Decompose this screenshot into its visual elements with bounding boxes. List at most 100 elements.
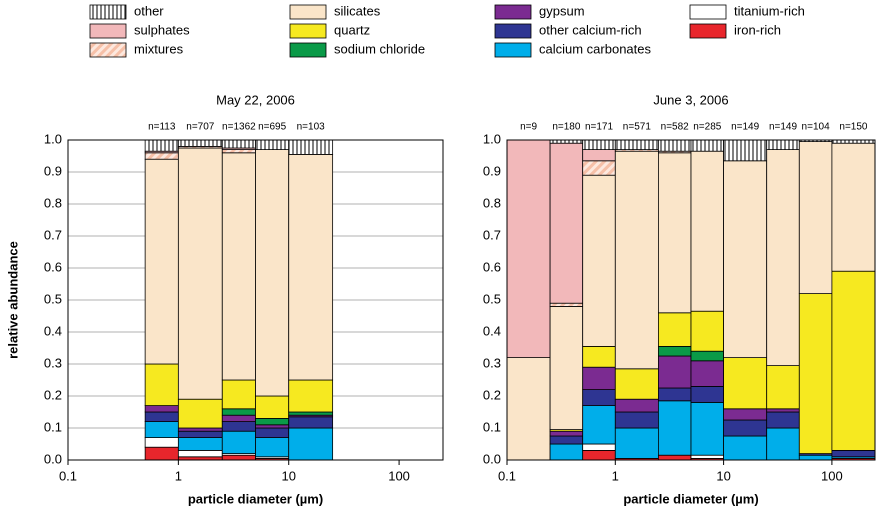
bar-segment (690, 360, 725, 387)
bar-segment (798, 293, 833, 455)
bin-label: n=149 (731, 122, 760, 133)
bar-segment (766, 149, 800, 367)
bar-segment (657, 152, 692, 314)
legend-swatch (89, 42, 127, 58)
bar-segment (221, 152, 256, 381)
bar-segment (766, 411, 800, 429)
y-tick-label: 0.6 (44, 259, 62, 274)
bar-segment (690, 385, 725, 403)
bar-segment (144, 437, 179, 448)
y-tick-label: 0.4 (44, 323, 62, 338)
y-tick-label: 0.0 (44, 451, 62, 466)
x-tick-label: 100 (821, 468, 843, 483)
legend-swatch (689, 4, 727, 20)
legend-label: calcium carbonates (539, 41, 651, 56)
bar-segment (657, 400, 692, 456)
bar-segment (255, 424, 290, 429)
bar-segment (657, 355, 692, 389)
bar-segment (766, 427, 800, 461)
bar-segment (549, 142, 584, 304)
bin-label: n=149 (769, 122, 798, 133)
legend-label: other (134, 3, 164, 18)
bar-segment (221, 414, 256, 423)
bar-segment (582, 160, 616, 176)
bar-segment (766, 365, 800, 410)
legend-label: sulphates (134, 22, 190, 37)
bar-segment (657, 387, 692, 402)
bar-segment (549, 430, 584, 437)
bar-segment (221, 379, 256, 410)
y-tick-label: 0.7 (483, 227, 501, 242)
bar-segment (506, 139, 551, 359)
bar-segment (582, 389, 616, 407)
y-tick-label: 0.1 (483, 419, 501, 434)
legend-label: iron-rich (734, 22, 781, 37)
bar-segment (549, 435, 584, 445)
bar-segment (690, 310, 725, 352)
bar-segment (506, 357, 551, 461)
bar-segment (798, 454, 833, 461)
bar-segment (690, 150, 725, 312)
bar-segment (144, 446, 179, 461)
y-tick-label: 0.8 (483, 195, 501, 210)
legend-label: silicates (334, 3, 381, 18)
bar-segment (288, 427, 334, 461)
bar-segment (144, 158, 179, 365)
y-tick-label: 0.1 (44, 419, 62, 434)
x-tick-label: 10 (716, 468, 730, 483)
x-tick-label: 0.1 (59, 468, 77, 483)
bar-segment (144, 405, 179, 413)
bar-segment (582, 345, 616, 368)
x-tick-label: 0.1 (498, 468, 516, 483)
bar-segment (221, 454, 256, 461)
bar-segment (766, 408, 800, 413)
bar-segment (288, 411, 334, 416)
bar-segment (723, 139, 768, 162)
bar-segment (221, 430, 256, 455)
bar-segment (221, 139, 256, 149)
plot-frame (506, 139, 876, 461)
y-axis-label: relative abundance (5, 241, 20, 359)
bar-segment (690, 139, 725, 152)
bar-segment (582, 449, 616, 461)
bar-segment (582, 405, 616, 445)
bar-segment (288, 153, 334, 381)
legend-swatch (494, 42, 532, 58)
bar-segment (690, 350, 725, 362)
x-axis-label: particle diameter (µm) (623, 491, 758, 506)
legend-label: mixtures (134, 41, 184, 56)
bar-segment (288, 416, 334, 429)
bar-segment (144, 411, 179, 423)
bin-label: n=695 (258, 122, 287, 133)
bar-segment (288, 379, 334, 413)
bar-segment (177, 147, 223, 400)
x-tick-label: 100 (388, 468, 410, 483)
legend-label: other calcium-rich (539, 22, 642, 37)
legend-swatch (689, 23, 727, 39)
bar-segment (582, 149, 616, 162)
bin-label: n=571 (623, 122, 652, 133)
bar-segment (221, 149, 256, 154)
x-tick-label: 1 (612, 468, 619, 483)
y-tick-label: 0.5 (44, 291, 62, 306)
y-tick-label: 0.2 (483, 387, 501, 402)
bar-segment (144, 152, 179, 160)
y-tick-label: 0.9 (483, 163, 501, 178)
y-tick-label: 0.5 (483, 291, 501, 306)
bin-label: n=103 (297, 122, 326, 133)
bin-label: n=9 (520, 122, 537, 133)
bar-segment (255, 427, 290, 439)
bar-segment (221, 421, 256, 432)
bar-segment (831, 449, 876, 458)
y-tick-label: 0.7 (44, 227, 62, 242)
legend-label: gypsum (539, 3, 585, 18)
bin-label: n=180 (552, 122, 581, 133)
bar-segment (831, 142, 876, 272)
bar-segment (255, 139, 290, 151)
bar-segment (798, 141, 833, 295)
bar-segment (657, 312, 692, 347)
bar-segment (549, 443, 584, 461)
bar-segment (255, 149, 290, 397)
bar-segment (723, 160, 768, 359)
bar-segment (657, 345, 692, 357)
